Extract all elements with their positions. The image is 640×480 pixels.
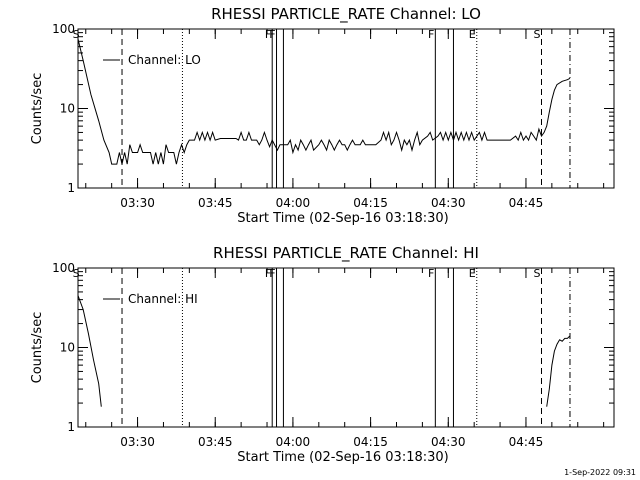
event-label: F [428, 267, 434, 280]
x-tick-label: 03:45 [198, 196, 233, 210]
legend-label: Channel: LO [128, 53, 201, 67]
y-tick-label: 1 [67, 181, 75, 195]
x-tick-label: 04:00 [276, 196, 311, 210]
event-label: S [73, 267, 80, 280]
event-label: F [269, 267, 275, 280]
x-axis-label: Start Time (02-Sep-16 03:18:30) [237, 450, 448, 465]
y-tick-label: 1 [67, 420, 75, 434]
event-label: F [265, 28, 271, 41]
y-tick-label: 10 [60, 102, 75, 116]
y-tick-label: 100 [52, 22, 75, 36]
x-tick-label: 04:30 [431, 435, 466, 449]
event-label: F [428, 28, 434, 41]
y-axis-label: Counts/sec [30, 73, 45, 145]
legend-label: Channel: HI [128, 292, 198, 306]
event-label: F [269, 28, 275, 41]
x-axis-label: Start Time (02-Sep-16 03:18:30) [237, 211, 448, 226]
x-tick-label: 04:45 [509, 435, 544, 449]
x-tick-label: 04:30 [431, 196, 466, 210]
chart-title: RHESSI PARTICLE_RATE Channel: LO [211, 5, 481, 24]
y-tick-label: 10 [60, 341, 75, 355]
event-label: S [534, 267, 541, 280]
event-label: F [265, 267, 271, 280]
event-label: E [469, 28, 476, 41]
x-tick-label: 04:45 [509, 196, 544, 210]
y-tick-label: 100 [52, 261, 75, 275]
x-tick-label: 03:45 [198, 435, 233, 449]
x-tick-label: 04:00 [276, 435, 311, 449]
x-tick-label: 03:30 [120, 435, 155, 449]
plot-date-stamp: 1-Sep-2022 09:31 [564, 468, 636, 477]
x-tick-label: 04:15 [353, 196, 388, 210]
chart-title: RHESSI PARTICLE_RATE Channel: HI [213, 244, 479, 263]
event-label: S [73, 28, 80, 41]
chart-panel-2: RHESSI PARTICLE_RATE Channel: HI 1 10 100 03… [30, 244, 615, 465]
x-tick-label: 04:15 [353, 435, 388, 449]
chart-panel-1: RHESSI PARTICLE_RATE Channel: LO 1 10 100 03… [30, 5, 615, 226]
y-axis-label: Counts/sec [30, 312, 45, 384]
x-tick-label: 03:30 [120, 196, 155, 210]
series-line [77, 38, 571, 165]
series-line [546, 335, 571, 407]
event-label: E [469, 267, 476, 280]
event-label: S [534, 28, 541, 41]
series-line [77, 295, 102, 407]
